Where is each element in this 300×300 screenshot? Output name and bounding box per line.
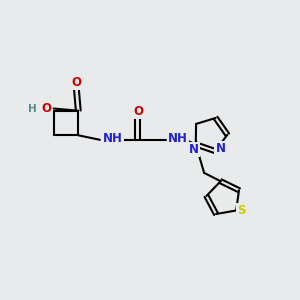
Text: S: S: [237, 204, 246, 217]
Text: O: O: [133, 105, 143, 118]
Text: N: N: [215, 142, 226, 155]
Text: N: N: [189, 143, 199, 156]
Text: NH: NH: [168, 132, 188, 145]
Text: H: H: [28, 103, 37, 114]
Text: O: O: [71, 76, 81, 89]
Text: NH: NH: [103, 132, 122, 145]
Text: O: O: [41, 102, 51, 115]
